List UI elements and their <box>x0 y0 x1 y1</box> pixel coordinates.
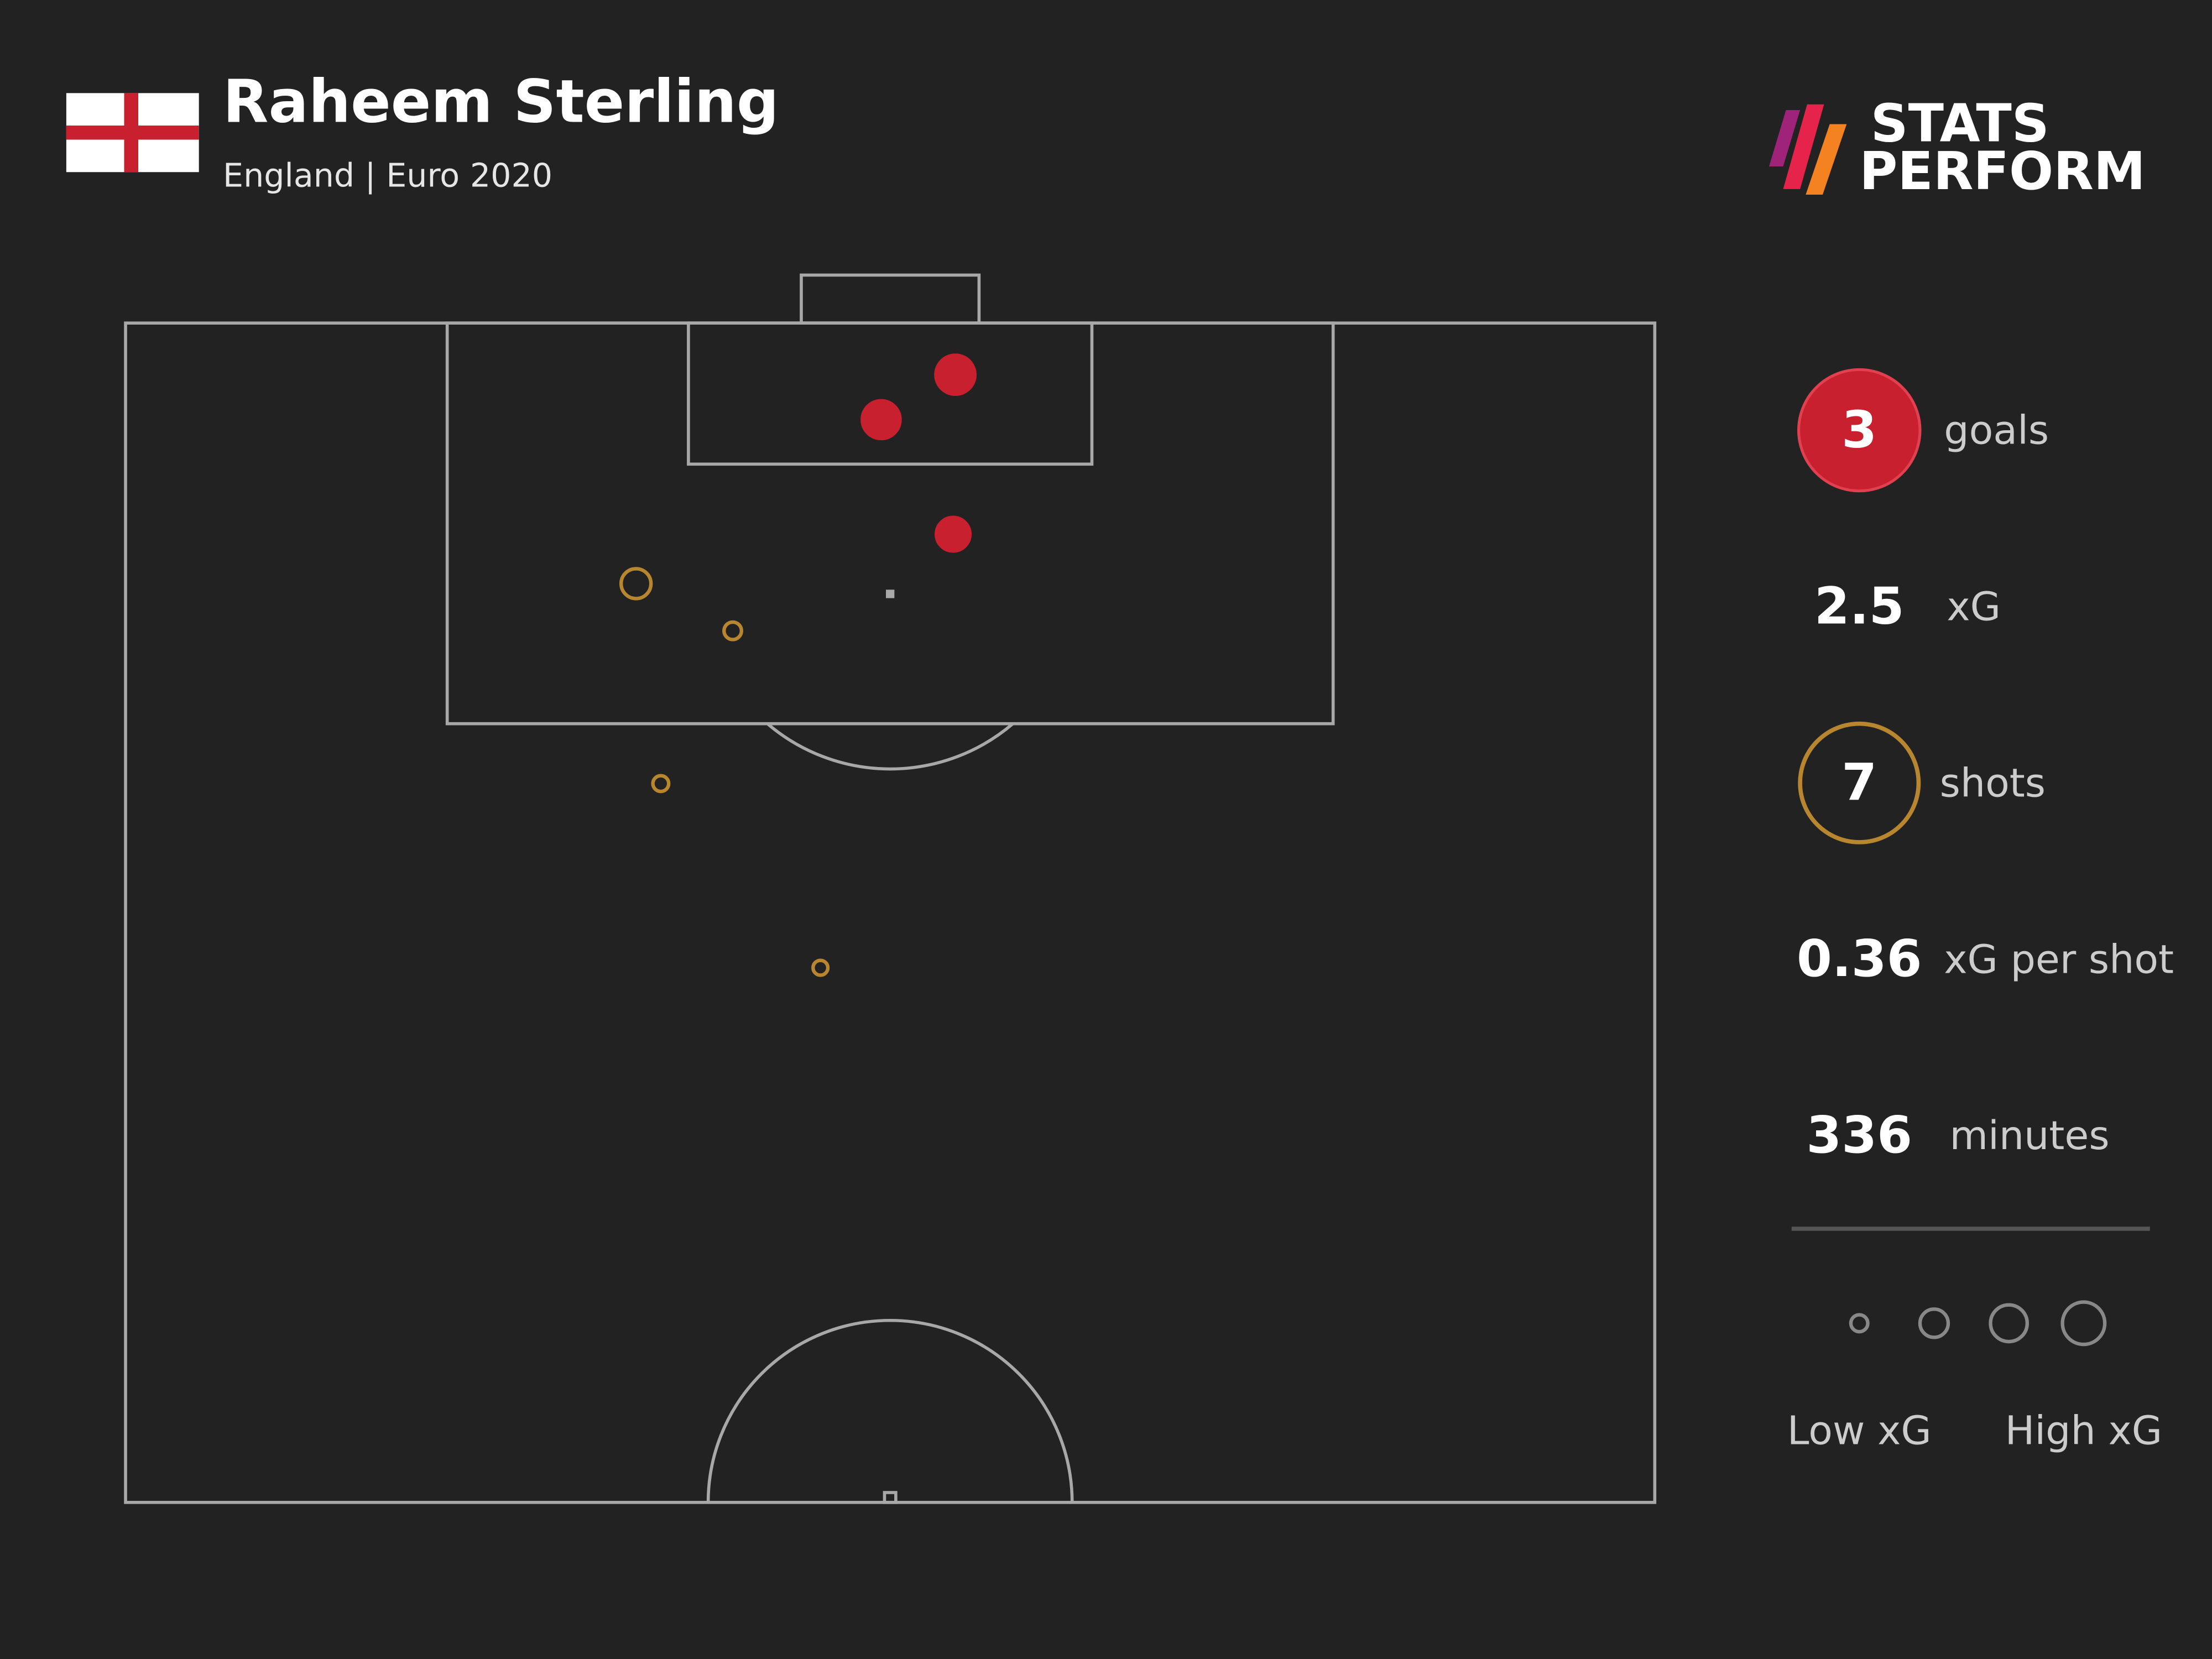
shot <box>619 567 653 601</box>
legend-high: High xG <box>2005 1407 2162 1453</box>
subtitle: England | Euro 2020 <box>223 157 552 195</box>
logo-text: STATS <box>1871 93 2049 154</box>
stat-value: 0.36 <box>1797 929 1922 988</box>
pitch <box>124 273 1657 1504</box>
title: Raheem Sterling <box>223 68 779 137</box>
legend-low: Low xG <box>1787 1407 1932 1453</box>
stat-label: xG per shot <box>1944 936 2174 982</box>
goal-shot <box>935 515 972 553</box>
shot <box>811 958 830 977</box>
stat-value: 336 <box>1806 1105 1912 1165</box>
shot <box>722 620 743 641</box>
stat-label: minutes <box>1950 1113 2110 1159</box>
shots-badge <box>1798 721 1921 844</box>
shot <box>651 774 671 794</box>
stat-value: 7 <box>1841 753 1877 812</box>
stat-label: goals <box>1944 408 2049 453</box>
shots <box>619 353 977 977</box>
logo-mark <box>1768 104 1847 195</box>
goal-shot <box>860 399 902 441</box>
stats-panel: Low xG High xG 3 goals 2.5 xG 7 shots 0.36 xG p… <box>1787 368 2174 1453</box>
flag <box>66 93 199 173</box>
size-legend <box>1849 1300 2107 1347</box>
goal-shot <box>934 353 977 397</box>
logo-text: PERFORM <box>1859 141 2146 202</box>
stat-label: xG <box>1947 584 2001 630</box>
stat-label: shots <box>1940 760 2046 806</box>
stat-value: 3 <box>1841 400 1877 460</box>
stat-value: 2.5 <box>1814 576 1905 635</box>
goals-badge <box>1797 368 1922 493</box>
